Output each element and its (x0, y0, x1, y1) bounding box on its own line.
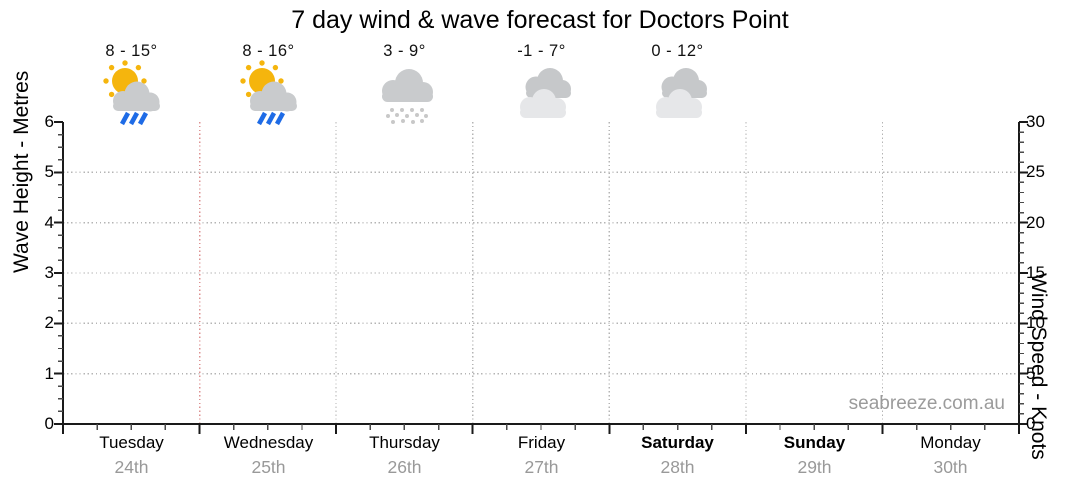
left-tick-0: 0 (44, 414, 54, 433)
date-label-27th: 27th (524, 457, 559, 477)
left-tick-5: 5 (44, 162, 54, 181)
right-tick-5: 5 (1026, 364, 1036, 383)
date-label-24th: 24th (114, 457, 149, 477)
right-tick-25: 25 (1026, 162, 1045, 181)
cloud-drizzle-icon (336, 60, 473, 126)
day-label-wednesday: Wednesday (223, 433, 314, 452)
day-label-sunday: Sunday (783, 433, 846, 452)
right-tick-0: 0 (1026, 414, 1036, 433)
right-tick-20: 20 (1026, 213, 1045, 232)
temp-range-saturday: 0 - 12° (651, 42, 704, 60)
date-label-26th: 26th (387, 457, 422, 477)
left-tick-3: 3 (44, 263, 54, 282)
temp-range-friday: -1 - 7° (517, 42, 566, 60)
day-label-friday: Friday (517, 433, 566, 452)
day-label-saturday: Saturday (641, 433, 714, 452)
watermark: seabreeze.com.au (848, 393, 1005, 414)
sun-shower-icon (63, 60, 200, 126)
right-tick-15: 15 (1026, 263, 1045, 282)
cloudy-icon (609, 60, 746, 126)
day-label-monday: Monday (920, 433, 981, 452)
left-tick-1: 1 (44, 364, 54, 383)
temp-range-thursday: 3 - 9° (383, 42, 426, 60)
left-tick-4: 4 (44, 213, 54, 232)
date-label-28th: 28th (660, 457, 695, 477)
day-label-thursday: Thursday (369, 433, 440, 452)
page-title: 7 day wind & wave forecast for Doctors P… (291, 6, 789, 34)
sun-shower-icon (200, 60, 337, 126)
right-tick-10: 10 (1026, 313, 1045, 332)
day-label-tuesday: Tuesday (99, 433, 164, 452)
temp-range-tuesday: 8 - 15° (105, 42, 158, 60)
cloudy-icon (473, 60, 610, 126)
left-tick-2: 2 (44, 313, 54, 332)
date-label-25th: 25th (251, 457, 286, 477)
right-tick-30: 30 (1026, 112, 1045, 131)
date-label-30th: 30th (933, 457, 968, 477)
left-tick-6: 6 (44, 112, 54, 131)
date-label-29th: 29th (797, 457, 832, 477)
temp-range-wednesday: 8 - 16° (242, 42, 295, 60)
